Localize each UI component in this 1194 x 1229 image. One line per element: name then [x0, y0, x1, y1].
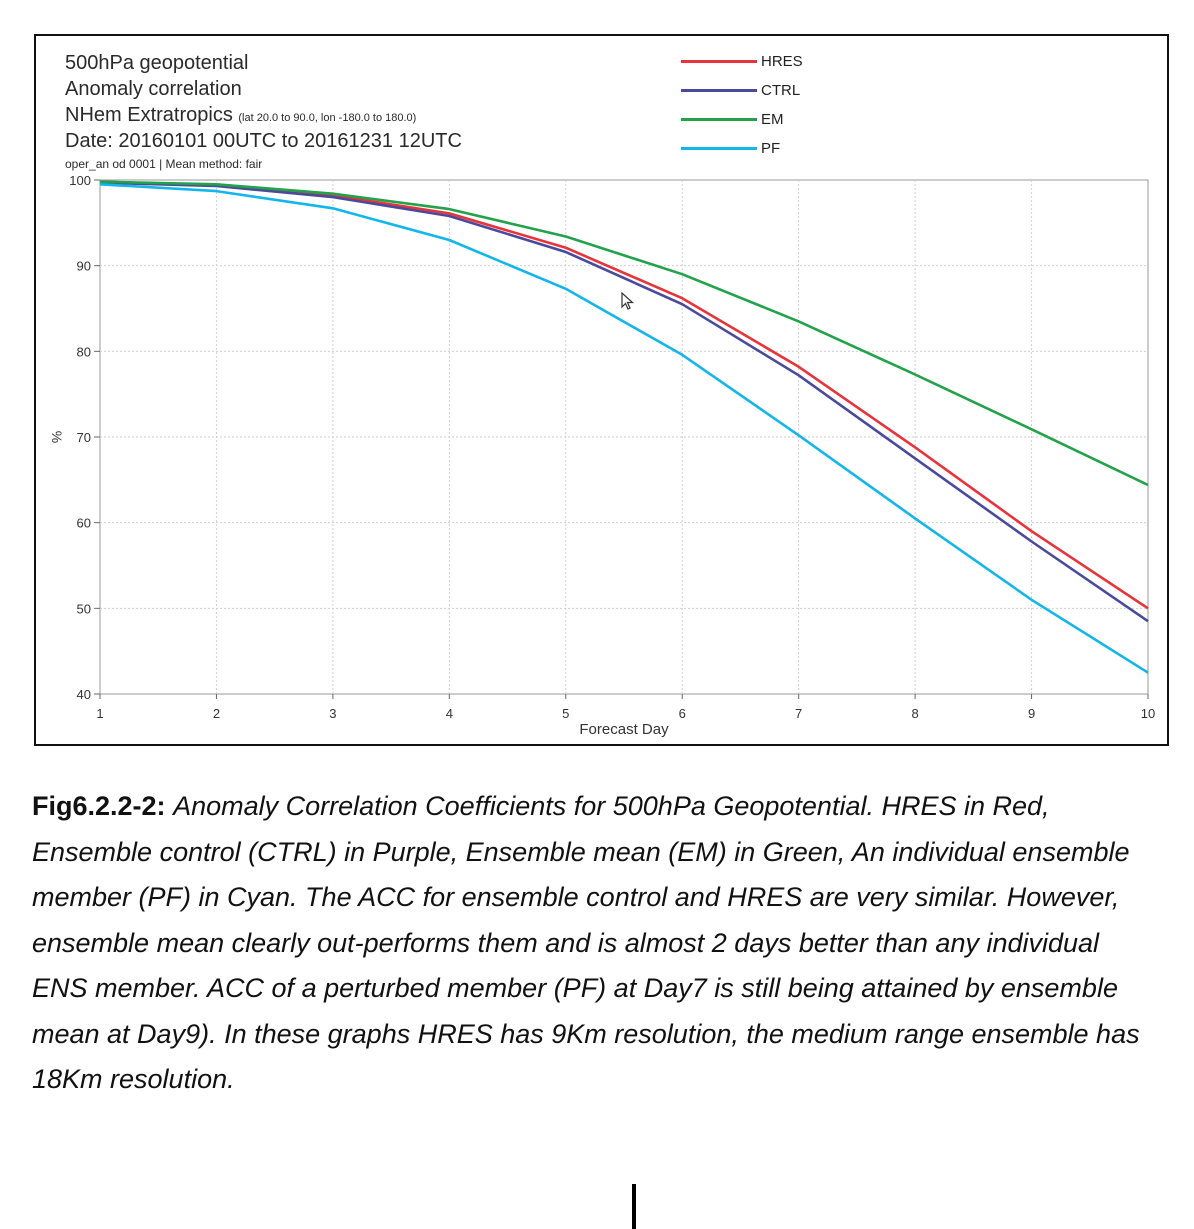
- mouse-pointer-icon: [621, 292, 635, 310]
- series-line-hres: [99, 180, 1149, 610]
- legend-label-ctrl: CTRL: [761, 82, 801, 99]
- x-tick-label: 5: [562, 706, 569, 721]
- legend-label-hres: HRES: [761, 53, 803, 70]
- region-line: NHem Extratropics (lat 20.0 to 90.0, lon…: [65, 104, 416, 127]
- x-tick-label: 10: [1141, 706, 1155, 721]
- legend-swatch-ctrl: [681, 89, 757, 92]
- caption-label: Fig6.2.2-2:: [32, 791, 166, 821]
- x-tick-label: 7: [795, 706, 802, 721]
- x-tick-label: 3: [329, 706, 336, 721]
- y-axis-label: %: [49, 431, 65, 443]
- chart-subtitle: Anomaly correlation: [65, 78, 242, 100]
- text-cursor: [632, 1184, 636, 1229]
- chart-figure: 500hPa geopotential Anomaly correlation …: [34, 34, 1169, 746]
- legend-swatch-hres: [681, 60, 757, 63]
- x-axis-label: Forecast Day: [579, 721, 669, 738]
- y-tick-label: 50: [77, 601, 91, 616]
- plot-canvas: 1 2 3 4 5 6 7 8 9 10 40 50 60 70 80 90 100 Forecast Day%: [49, 173, 1155, 738]
- y-tick-label: 80: [77, 344, 91, 359]
- series-line-em: [99, 180, 1149, 487]
- x-tick-label: 1: [96, 706, 103, 721]
- y-tick-label: 60: [77, 516, 91, 531]
- meta-info: oper_an od 0001 | Mean method: fair: [65, 157, 263, 171]
- y-tick-label: 90: [77, 259, 91, 274]
- x-tick-label: 9: [1028, 706, 1035, 721]
- series-line-ctrl: [99, 181, 1149, 623]
- x-tick-label: 8: [911, 706, 918, 721]
- legend-label-em: EM: [761, 111, 784, 128]
- x-tick-label: 4: [446, 706, 453, 721]
- region-extent: (lat 20.0 to 90.0, lon -180.0 to 180.0): [238, 112, 417, 124]
- caption-text: Anomaly Correlation Coefficients for 500…: [32, 791, 1140, 1094]
- chart-title: 500hPa geopotential: [65, 52, 249, 74]
- x-tick-label: 6: [679, 706, 686, 721]
- y-tick-label: 70: [77, 430, 91, 445]
- y-tick-label: 40: [77, 687, 91, 702]
- legend-swatch-pf: [681, 147, 757, 150]
- legend-swatch-em: [681, 118, 757, 121]
- y-tick-label: 100: [69, 173, 91, 188]
- figure-caption: Fig6.2.2-2: Anomaly Correlation Coeffici…: [32, 784, 1152, 1103]
- legend-label-pf: PF: [761, 140, 781, 157]
- x-tick-label: 2: [213, 706, 220, 721]
- date-range: Date: 20160101 00UTC to 20161231 12UTC: [65, 130, 462, 152]
- region-name: NHem Extratropics: [65, 104, 233, 126]
- series-line-pf: [99, 183, 1149, 674]
